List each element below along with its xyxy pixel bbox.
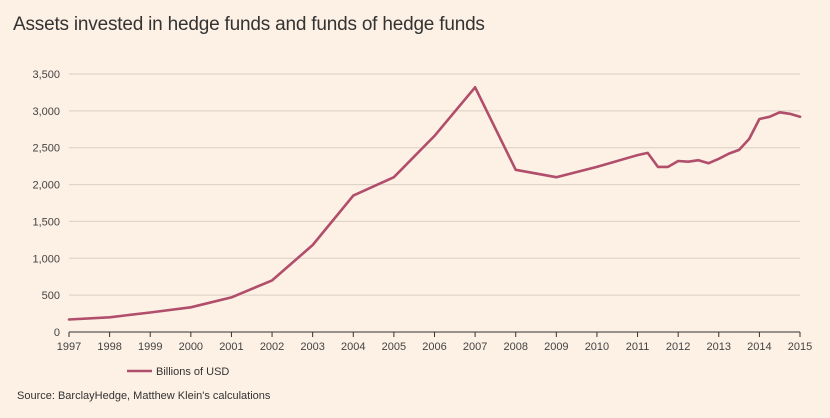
legend-label-billions-of-usd: Billions of USD (156, 366, 229, 378)
y-tick-label: 2,500 (32, 143, 60, 155)
x-tick-label: 2001 (219, 341, 243, 353)
x-tick-label: 1998 (97, 341, 121, 353)
y-tick-label: 0 (54, 327, 60, 339)
y-tick-label: 3,000 (32, 106, 60, 118)
x-tick-label: 2014 (747, 341, 771, 353)
x-axis-tick-labels: 1997 1998 1999 2000 2001 2002 2003 2004 2005 2006… (57, 341, 812, 353)
y-tick-label: 2,000 (32, 180, 60, 192)
x-tick-label: 2003 (300, 341, 324, 353)
series-group (67, 86, 802, 321)
y-axis-tick-labels: 0 500 1,000 1,500 2,000 2,500 3,000 3,500 (32, 69, 60, 339)
x-tick-label: 2012 (666, 341, 690, 353)
x-tick-label: 2004 (341, 341, 365, 353)
chart-title: Assets invested in hedge funds and funds… (13, 14, 485, 35)
x-tick-label: 1997 (57, 341, 81, 353)
legend: Billions of USD (127, 366, 229, 378)
x-tick-label: 2013 (707, 341, 731, 353)
y-tick-label: 3,500 (32, 69, 60, 81)
y-tick-label: 1,000 (32, 253, 60, 265)
x-tick-label: 2005 (382, 341, 406, 353)
x-tick-label: 2007 (463, 341, 487, 353)
x-tick-label: 2011 (626, 341, 650, 353)
y-tick-label: 500 (42, 290, 60, 302)
x-tick-label: 2002 (260, 341, 284, 353)
x-tick-label: 1999 (138, 341, 162, 353)
x-tick-label: 2015 (788, 341, 812, 353)
x-axis (68, 331, 801, 337)
x-tick-label: 2000 (179, 341, 203, 353)
x-tick-label: 2008 (503, 341, 527, 353)
grid-lines (69, 73, 800, 296)
series-line-billions-of-usd (67, 86, 802, 321)
x-tick-label: 2010 (585, 341, 609, 353)
y-tick-label: 1,500 (32, 216, 60, 228)
source-note: Source: BarclayHedge, Matthew Klein's ca… (17, 390, 271, 402)
x-tick-label: 2009 (544, 341, 568, 353)
x-tick-label: 2006 (422, 341, 446, 353)
